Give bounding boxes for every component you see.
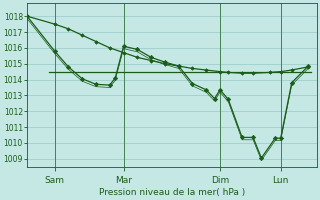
X-axis label: Pression niveau de la mer( hPa ): Pression niveau de la mer( hPa ) [99,188,245,197]
